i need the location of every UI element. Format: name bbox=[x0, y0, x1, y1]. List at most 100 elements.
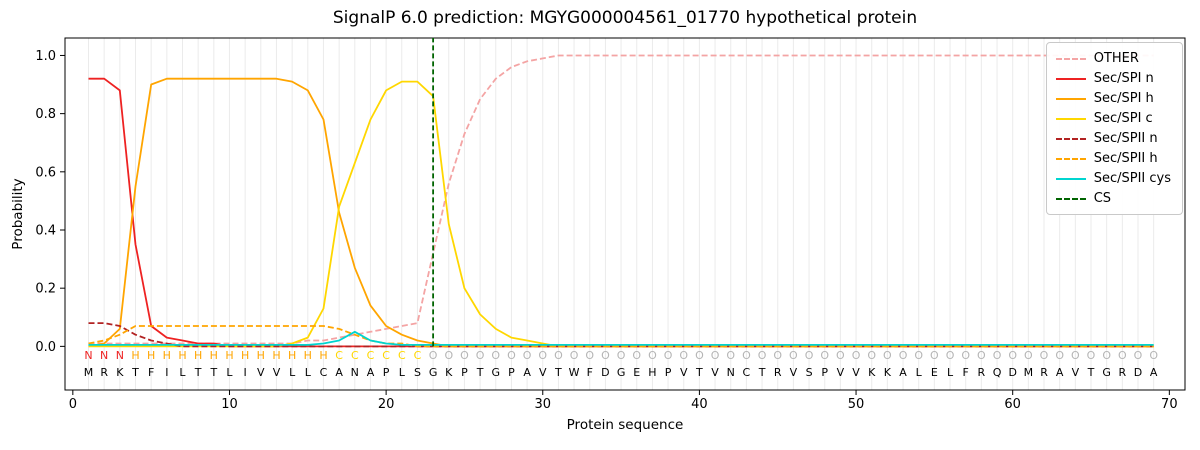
annotation-letter: O bbox=[742, 349, 751, 362]
legend-label: CS bbox=[1093, 191, 1112, 206]
sequence-letter: P bbox=[821, 366, 828, 379]
legend-label: Sec/SPII n bbox=[1093, 131, 1158, 146]
annotation-letter: O bbox=[1149, 349, 1158, 362]
sequence-letter: F bbox=[148, 366, 154, 379]
annotation-letter: O bbox=[867, 349, 876, 362]
sequence-letter: G bbox=[492, 366, 501, 379]
annotation-letter: O bbox=[1040, 349, 1049, 362]
sequence-letter: F bbox=[963, 366, 969, 379]
annotation-letter: O bbox=[993, 349, 1002, 362]
sequence-letter: V bbox=[1072, 366, 1080, 379]
annotation-letter: H bbox=[257, 349, 265, 362]
legend-item-sec-spii-h: Sec/SPII h bbox=[1055, 150, 1171, 167]
x-tick-label: 10 bbox=[221, 397, 238, 412]
series-sec-spii-h bbox=[88, 325, 1154, 348]
annotation-letter: O bbox=[1087, 349, 1096, 362]
sequence-letter: A bbox=[1056, 366, 1064, 379]
sequence-letter: L bbox=[916, 366, 923, 379]
annotation-letter: O bbox=[805, 349, 814, 362]
annotation-letter: O bbox=[1008, 349, 1017, 362]
legend-line-sample bbox=[1055, 117, 1086, 120]
annotation-letter: O bbox=[820, 349, 829, 362]
sequence-letter: T bbox=[194, 366, 202, 379]
sequence-letter: R bbox=[978, 366, 986, 379]
sequence-letter: L bbox=[947, 366, 954, 379]
x-tick-label: 40 bbox=[691, 397, 708, 412]
plot-border bbox=[64, 37, 1186, 391]
annotation-letter: O bbox=[491, 349, 500, 362]
annotation-letter: O bbox=[1024, 349, 1033, 362]
sequence-letter: T bbox=[131, 366, 139, 379]
sequence-letter: N bbox=[727, 366, 735, 379]
sequence-letter: V bbox=[790, 366, 798, 379]
annotation-letter: O bbox=[789, 349, 798, 362]
sequence-letter: K bbox=[445, 366, 453, 379]
annotation-letter: C bbox=[351, 349, 359, 362]
legend-line-sample bbox=[1055, 77, 1086, 80]
sequence-letter: K bbox=[884, 366, 892, 379]
legend-item-cs: CS bbox=[1055, 190, 1171, 207]
annotation-letter: O bbox=[695, 349, 704, 362]
annotation-letter: O bbox=[930, 349, 939, 362]
legend-label: Sec/SPI h bbox=[1093, 91, 1154, 106]
annotation-letter: H bbox=[210, 349, 218, 362]
y-tick-label: 0.2 bbox=[35, 282, 56, 297]
annotation-letter: O bbox=[883, 349, 892, 362]
sequence-letter: S bbox=[414, 366, 421, 379]
x-tick-label: 50 bbox=[848, 397, 865, 412]
sequence-letter: L bbox=[226, 366, 233, 379]
annotation-letter: O bbox=[836, 349, 845, 362]
sequence-letter: G bbox=[1102, 366, 1111, 379]
annotation-letter: O bbox=[1134, 349, 1143, 362]
sequence-letter: G bbox=[617, 366, 626, 379]
legend-item-sec-spi-c: Sec/SPI c bbox=[1055, 110, 1171, 127]
annotation-letter: O bbox=[476, 349, 485, 362]
sequence-letter: V bbox=[680, 366, 688, 379]
annotation-letter: O bbox=[460, 349, 469, 362]
legend-item-sec-spi-n: Sec/SPI n bbox=[1055, 70, 1171, 87]
annotation-letter: O bbox=[852, 349, 861, 362]
annotation-letter: O bbox=[977, 349, 986, 362]
annotation-letter: O bbox=[711, 349, 720, 362]
y-tick-label: 1.0 bbox=[35, 49, 56, 64]
sequence-letter: N bbox=[351, 366, 359, 379]
annotation-letter: C bbox=[398, 349, 406, 362]
annotation-letter: C bbox=[335, 349, 343, 362]
sequence-letter: D bbox=[601, 366, 609, 379]
annotation-letter: O bbox=[523, 349, 532, 362]
sequence-letter: T bbox=[695, 366, 703, 379]
sequence-letter: V bbox=[852, 366, 860, 379]
annotation-letter: N bbox=[116, 349, 124, 362]
legend-item-sec-spi-h: Sec/SPI h bbox=[1055, 90, 1171, 107]
annotation-letter: C bbox=[414, 349, 422, 362]
sequence-letter: P bbox=[665, 366, 672, 379]
x-tick-label: 30 bbox=[534, 397, 551, 412]
sequence-letter: P bbox=[508, 366, 515, 379]
annotation-letter: O bbox=[601, 349, 610, 362]
sequence-letter: C bbox=[320, 366, 328, 379]
annotation-letter: H bbox=[288, 349, 296, 362]
annotation-letter: H bbox=[131, 349, 139, 362]
sequence-letter: M bbox=[84, 366, 94, 379]
sequence-letter: T bbox=[209, 366, 217, 379]
annotation-letter: O bbox=[758, 349, 767, 362]
annotation-letter: O bbox=[429, 349, 438, 362]
annotation-letter: O bbox=[554, 349, 563, 362]
sequence-letter: L bbox=[179, 366, 186, 379]
y-tick-label: 0.8 bbox=[35, 107, 56, 122]
sequence-letter: R bbox=[774, 366, 782, 379]
annotation-letter: H bbox=[147, 349, 155, 362]
x-axis-label: Protein sequence bbox=[566, 417, 684, 433]
annotation-letter: H bbox=[304, 349, 312, 362]
sequence-letter: A bbox=[335, 366, 343, 379]
annotation-letter: N bbox=[100, 349, 108, 362]
annotation-letter: O bbox=[570, 349, 579, 362]
annotation-letter: O bbox=[946, 349, 955, 362]
sequence-letter: R bbox=[1040, 366, 1048, 379]
sequence-letter: R bbox=[1119, 366, 1127, 379]
annotation-letter: O bbox=[664, 349, 673, 362]
y-axis-label: Probability bbox=[10, 178, 26, 250]
sequence-letter: H bbox=[648, 366, 656, 379]
